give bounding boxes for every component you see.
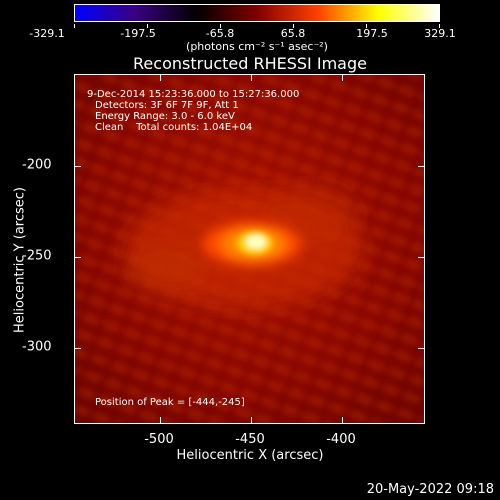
x-tick-label: -500 [144,432,174,447]
colorbar-tick [220,24,221,28]
x-tick [160,75,161,81]
x-tick [251,417,252,423]
colorbar-label: -329.1 [29,27,65,40]
y-tick [75,166,81,167]
colorbar [74,4,440,22]
y-tick-label: -200 [22,157,52,173]
colorbar-tick [439,24,440,28]
colorbar-label: -197.5 [120,27,156,40]
y-tick [75,348,81,349]
y-tick-label: -300 [22,339,52,355]
colorbar-tick [74,24,75,28]
y-tick [418,348,424,349]
colorbar-unit: (photons cm⁻² s⁻¹ asec⁻²) [186,40,328,53]
x-tick [342,417,343,423]
timestamp: 20-May-2022 09:18 [366,482,494,497]
colorbar-label: -65.8 [205,27,235,40]
colorbar-label: 197.5 [356,27,388,40]
colorbar-label: 65.8 [280,27,306,40]
x-tick [251,75,252,81]
colorbar-label: 329.1 [424,27,456,40]
y-axis-title: Heliocentric Y (arcsec) [12,187,28,333]
x-tick [342,75,343,81]
colorbar-tick [147,24,148,28]
x-axis-title: Heliocentric X (arcsec) [176,448,324,463]
y-tick [418,257,424,258]
colorbar-tick [366,24,367,28]
info-clean: Clean Total counts: 1.04E+04 [95,122,253,133]
colorbar-tick [293,24,294,28]
y-tick [418,166,424,167]
info-peak: Position of Peak = [-444,-245] [95,397,245,408]
x-tick-label: -400 [326,432,356,447]
info-energy: Energy Range: 3.0 - 6.0 keV [95,111,235,122]
info-time: 9-Dec-2014 15:23:36.000 to 15:27:36.000 [87,89,300,100]
x-tick-label: -450 [235,432,265,447]
y-tick [75,257,81,258]
x-tick [160,417,161,423]
y-tick-label: -250 [22,248,52,264]
solar-image [75,75,424,423]
image-plot: 9-Dec-2014 15:23:36.000 to 15:27:36.000 … [74,74,425,424]
info-detectors: Detectors: 3F 6F 7F 9F, Att 1 [95,100,239,111]
image-title: Reconstructed RHESSI Image [133,54,367,73]
